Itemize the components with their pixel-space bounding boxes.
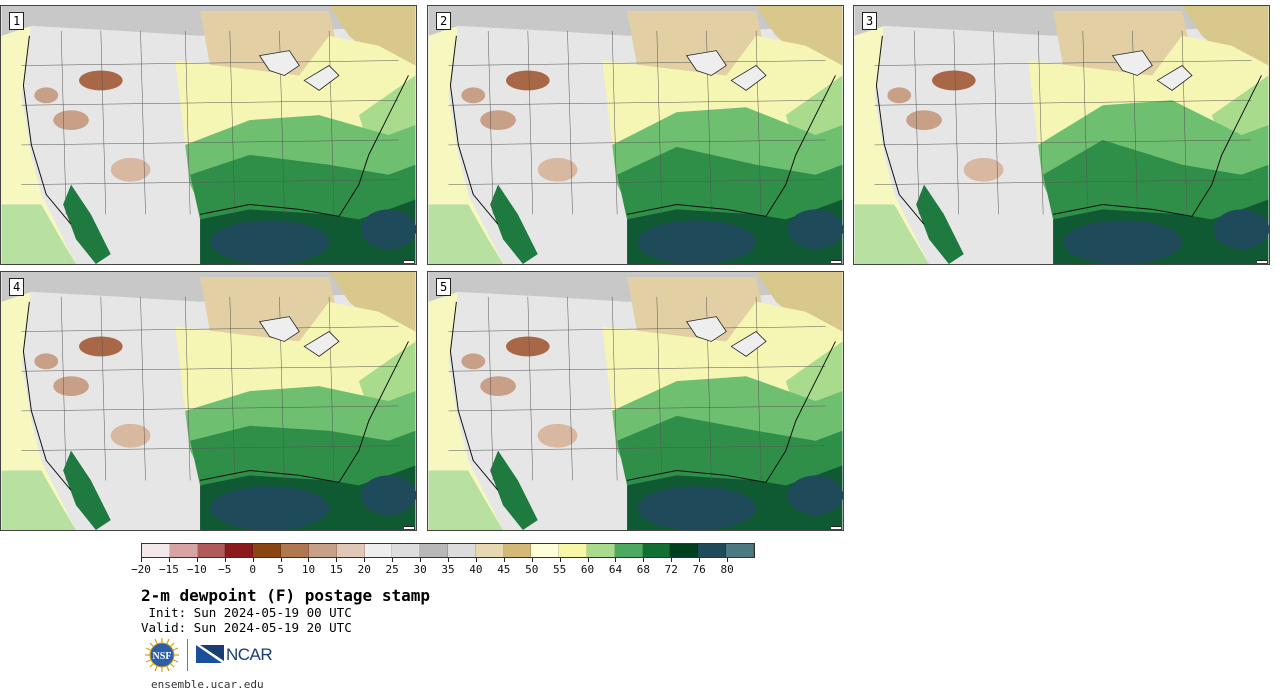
colorbar-tick: 0: [249, 558, 256, 576]
nsf-logo: NSF: [145, 638, 179, 672]
figure-title: 2-m dewpoint (F) postage stamp: [141, 586, 430, 605]
colorbar-tick: 55: [553, 558, 566, 576]
scale-mark: [1257, 260, 1267, 263]
colorbar-cell: [420, 544, 448, 557]
colorbar-cell: [364, 544, 393, 557]
scale-mark: [831, 260, 841, 263]
colorbar-cell: [475, 544, 504, 557]
colorbar-tick: 20: [358, 558, 371, 576]
colorbar-cell: [336, 544, 365, 557]
colorbar-tick: −10: [187, 558, 207, 576]
colorbar-tick: 40: [469, 558, 483, 576]
member-label: 5: [436, 278, 452, 296]
colorbar-cell: [587, 544, 615, 557]
colorbar-tick-label: 10: [301, 563, 316, 576]
colorbar-tick-label: 35: [441, 563, 455, 576]
dewpoint-map: [1, 6, 416, 264]
colorbar-tick-label: 40: [469, 563, 483, 576]
colorbar-tick-label: 25: [385, 563, 399, 576]
colorbar-cell: [614, 544, 643, 557]
colorbar-tick-label: 50: [525, 563, 539, 576]
nsf-logo-text: NSF: [153, 651, 172, 662]
colorbar-cell: [670, 544, 699, 557]
member-label: 3: [862, 12, 878, 30]
member-panel-5: 5: [427, 271, 844, 531]
colorbar-tick-label: 5: [277, 563, 284, 576]
logo-divider: [187, 639, 188, 671]
colorbar: [141, 543, 755, 558]
init-time: Init: Sun 2024-05-19 00 UTC: [141, 605, 352, 620]
colorbar-cell: [197, 544, 226, 557]
colorbar-tick-label: 80: [720, 563, 734, 576]
colorbar-tick: 72: [665, 558, 678, 576]
colorbar-cell: [142, 544, 170, 557]
colorbar-tick-label: 0: [249, 563, 256, 576]
scale-mark: [404, 260, 414, 263]
colorbar-cell: [169, 544, 198, 557]
colorbar-tick-label: 60: [580, 563, 595, 576]
scale-mark: [404, 526, 414, 529]
colorbar-tick-label: 15: [329, 563, 343, 576]
colorbar-cell: [308, 544, 337, 557]
logo-block: NSF NCAR: [144, 637, 284, 675]
colorbar-tick: 15: [330, 558, 343, 576]
member-panel-1: 1: [0, 5, 417, 265]
ncar-logo-mark: [196, 645, 224, 663]
colorbar-tick: 80: [720, 558, 734, 576]
colorbar-tick-label: 72: [664, 563, 678, 576]
colorbar-tick: 50: [525, 558, 538, 576]
member-label: 2: [436, 12, 452, 30]
colorbar-cell: [253, 544, 282, 557]
colorbar-cell: [447, 544, 476, 557]
member-panel-4: 4: [0, 271, 417, 531]
dewpoint-map: [1, 272, 416, 530]
dewpoint-map: [428, 6, 843, 264]
colorbar-tick: −5: [218, 558, 231, 576]
colorbar-tick: 64: [609, 558, 622, 576]
colorbar-tick-label: 30: [413, 563, 427, 576]
colorbar-tick-label: 20: [357, 563, 371, 576]
member-label: 1: [9, 12, 25, 30]
colorbar-cell: [531, 544, 560, 557]
colorbar-cell: [392, 544, 421, 557]
colorbar-tick-label: 68: [636, 563, 650, 576]
colorbar-tick-label: −15: [158, 563, 179, 576]
ncar-logo-text: NCAR: [226, 645, 273, 664]
colorbar-tick-label: 64: [608, 563, 623, 576]
colorbar-ticks: −20 −15 −10 −5 0 5 10 15 20 25 30 35 40 45 50 55 60 64 68 7…: [131, 558, 755, 578]
colorbar-tick: 35: [441, 558, 455, 576]
colorbar-tick: −20: [131, 558, 151, 576]
colorbar-cell: [503, 544, 532, 557]
colorbar-tick-label: −10: [186, 563, 207, 576]
colorbar-cell: [642, 544, 671, 557]
colorbar-tick: −15: [159, 558, 179, 576]
website-url: ensemble.ucar.edu: [151, 678, 264, 691]
valid-time: Valid: Sun 2024-05-19 20 UTC: [141, 620, 352, 635]
member-panel-2: 2: [427, 5, 844, 265]
colorbar-cell: [726, 544, 754, 557]
colorbar-tick: 45: [497, 558, 510, 576]
member-label: 4: [9, 278, 25, 296]
colorbar-tick: 76: [693, 558, 706, 576]
colorbar-tick-label: −20: [131, 563, 151, 576]
member-panel-3: 3: [853, 5, 1270, 265]
dewpoint-map: [428, 272, 843, 530]
colorbar-tick: 68: [637, 558, 650, 576]
colorbar-cell: [281, 544, 309, 557]
colorbar-tick-label: 45: [497, 563, 511, 576]
colorbar-tick: 25: [386, 558, 399, 576]
colorbar-cell: [698, 544, 727, 557]
colorbar-cell: [559, 544, 587, 557]
colorbar-tick: 60: [581, 558, 594, 576]
colorbar-tick: 10: [302, 558, 315, 576]
dewpoint-map: [854, 6, 1269, 264]
scale-mark: [831, 526, 841, 529]
colorbar-cell: [225, 544, 254, 557]
colorbar-tick-label: −5: [218, 563, 232, 576]
colorbar-tick-label: 55: [553, 563, 567, 576]
colorbar-tick: 30: [413, 558, 427, 576]
colorbar-tick-label: 76: [692, 563, 706, 576]
colorbar-tick: 5: [277, 558, 284, 576]
